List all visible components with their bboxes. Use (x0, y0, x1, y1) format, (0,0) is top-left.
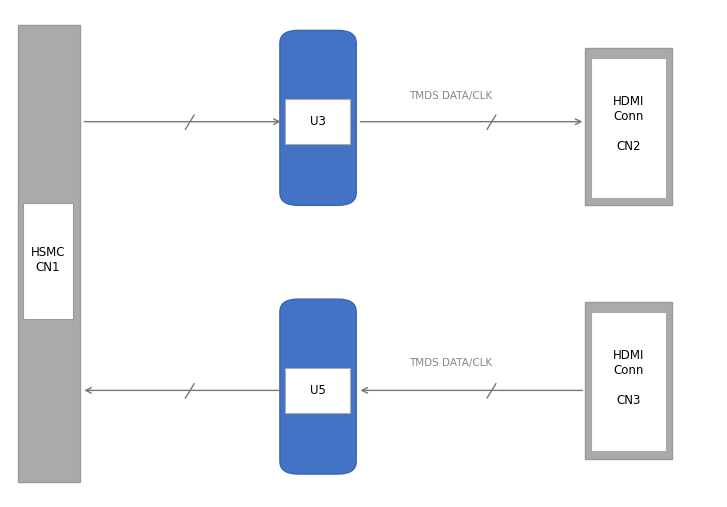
Text: HDMI
Conn

CN3: HDMI Conn CN3 (613, 349, 645, 407)
Bar (285, 99, 350, 144)
FancyBboxPatch shape (280, 30, 356, 205)
Text: TMDS DATA/CLK: TMDS DATA/CLK (409, 357, 492, 368)
Text: U5: U5 (310, 384, 326, 397)
Bar (285, 368, 350, 413)
Text: HDMI
Conn

CN2: HDMI Conn CN2 (613, 95, 645, 153)
Bar (585, 48, 672, 205)
Bar (591, 312, 666, 451)
Bar (585, 302, 672, 459)
Bar (18, 25, 80, 482)
Text: TMDS DATA/CLK: TMDS DATA/CLK (409, 91, 492, 101)
Text: HSMC
CN1: HSMC CN1 (31, 245, 65, 274)
Bar (23, 203, 73, 319)
Bar (591, 58, 666, 198)
FancyBboxPatch shape (280, 299, 356, 474)
Text: U3: U3 (310, 115, 326, 128)
